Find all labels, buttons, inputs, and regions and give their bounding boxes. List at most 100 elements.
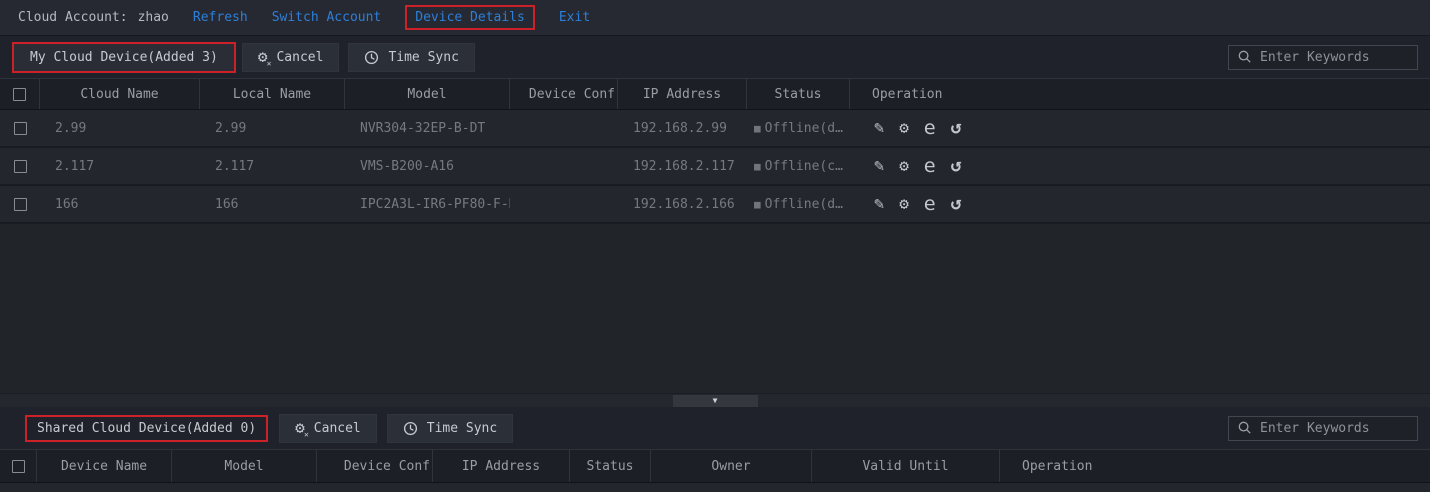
edit-icon[interactable]: ✎ bbox=[874, 156, 885, 176]
cell-status: ■ Offline(c… bbox=[747, 159, 850, 174]
cell-model: NVR304-32EP-B-DT bbox=[360, 120, 486, 136]
select-all-cell bbox=[0, 79, 40, 109]
cancel-gear-icon: ⚙ ✕ bbox=[295, 418, 309, 439]
cell-operation: ✎ ⚙ e ↺ bbox=[850, 195, 1430, 214]
col-model: Model bbox=[345, 79, 510, 109]
row-checkbox[interactable] bbox=[13, 121, 27, 135]
row-checkbox[interactable] bbox=[13, 197, 27, 211]
device-row[interactable]: 2.117 2.117 VMS-B200-A16 192.168.2.117 ■… bbox=[0, 148, 1430, 186]
shared-cancel-button[interactable]: ⚙ ✕ Cancel bbox=[279, 413, 377, 443]
web-browser-icon[interactable]: e bbox=[923, 156, 936, 176]
device-details-link[interactable]: Device Details bbox=[415, 10, 525, 25]
clock-icon bbox=[403, 421, 417, 435]
status-text: Offline(d… bbox=[764, 120, 843, 136]
row-checkbox[interactable] bbox=[13, 159, 27, 173]
row-checkbox-cell bbox=[0, 197, 40, 211]
status-text: Offline(d… bbox=[764, 196, 843, 212]
config-gear-icon[interactable]: ⚙ bbox=[899, 118, 909, 137]
cell-status: ■ Offline(d… bbox=[747, 121, 850, 136]
offline-status-icon: ■ bbox=[754, 197, 761, 211]
restore-icon[interactable]: ↺ bbox=[950, 118, 962, 138]
splitter-collapse-handle[interactable]: ▼ bbox=[672, 394, 758, 407]
cell-operation: ✎ ⚙ e ↺ bbox=[850, 119, 1430, 138]
top-bar: Cloud Account: zhao Refresh Switch Accou… bbox=[0, 0, 1430, 36]
switch-account-link[interactable]: Switch Account bbox=[271, 10, 382, 25]
select-all-checkbox[interactable] bbox=[13, 87, 26, 101]
cell-status: ■ Offline(d… bbox=[747, 197, 850, 212]
row-checkbox-cell bbox=[0, 121, 40, 135]
col-cloud-name: Cloud Name bbox=[40, 79, 200, 109]
cloud-account: Cloud Account: zhao bbox=[18, 10, 169, 25]
device-details-annotation: Device Details bbox=[405, 5, 535, 30]
col-device-name: Device Name bbox=[37, 450, 172, 482]
status-text: Offline(c… bbox=[764, 158, 843, 174]
shared-device-table-empty-area bbox=[0, 483, 1430, 492]
time-sync-button-label: Time Sync bbox=[388, 49, 459, 65]
select-all-checkbox[interactable] bbox=[11, 459, 25, 473]
my-device-toolbar: My Cloud Device(Added 3) ⚙ ✕ Cancel Time … bbox=[0, 36, 1430, 78]
col-model: Model bbox=[172, 450, 317, 482]
cell-local-name: 2.117 bbox=[215, 158, 255, 174]
shared-device-search-input[interactable] bbox=[1260, 420, 1408, 436]
shared-cloud-device-label: Shared Cloud Device(Added 0) bbox=[37, 420, 257, 436]
row-checkbox-cell bbox=[0, 159, 40, 173]
my-device-search-input[interactable] bbox=[1260, 49, 1408, 65]
refresh-link[interactable]: Refresh bbox=[192, 10, 248, 25]
cloud-account-label: Cloud Account: bbox=[18, 10, 128, 25]
cancel-button-label: Cancel bbox=[276, 49, 324, 65]
web-browser-icon[interactable]: e bbox=[923, 118, 936, 138]
config-gear-icon[interactable]: ⚙ bbox=[899, 156, 909, 175]
col-operation: Operation bbox=[1022, 458, 1093, 474]
col-valid-until: Valid Until bbox=[812, 450, 1000, 482]
my-cloud-device-label: My Cloud Device(Added 3) bbox=[30, 49, 218, 65]
shared-device-toolbar: Shared Cloud Device(Added 0) ⚙ ✕ Cancel T… bbox=[0, 407, 1430, 449]
shared-time-sync-button-label: Time Sync bbox=[426, 420, 498, 436]
col-local-name: Local Name bbox=[200, 79, 345, 109]
my-device-table-header: Cloud Name Local Name Model Device Conf … bbox=[0, 78, 1430, 110]
cell-ip-address: 192.168.2.117 bbox=[633, 158, 735, 174]
offline-status-icon: ■ bbox=[754, 159, 761, 173]
select-all-cell bbox=[0, 450, 37, 482]
web-browser-icon[interactable]: e bbox=[923, 194, 936, 214]
my-cloud-device-tab[interactable]: My Cloud Device(Added 3) bbox=[12, 41, 236, 73]
cell-model: VMS-B200-A16 bbox=[360, 158, 454, 174]
cell-ip-address: 192.168.2.166 bbox=[633, 196, 735, 212]
cancel-gear-icon: ⚙ ✕ bbox=[257, 47, 272, 68]
cancel-x-icon: ✕ bbox=[303, 430, 309, 439]
shared-device-search-box[interactable] bbox=[1228, 415, 1418, 441]
config-gear-icon[interactable]: ⚙ bbox=[899, 194, 909, 213]
my-device-search-box[interactable] bbox=[1228, 44, 1418, 70]
cancel-button[interactable]: ⚙ ✕ Cancel bbox=[241, 42, 340, 72]
edit-icon[interactable]: ✎ bbox=[874, 194, 885, 214]
col-owner: Owner bbox=[651, 450, 812, 482]
col-ip-address: IP Address bbox=[618, 79, 747, 109]
cell-cloud-name: 2.117 bbox=[55, 158, 95, 174]
device-row[interactable]: 166 166 IPC2A3L-IR6-PF80-F-DT 192.168.2.… bbox=[0, 186, 1430, 224]
col-ip-address: IP Address bbox=[433, 450, 570, 482]
my-device-table-empty-area bbox=[0, 224, 1430, 393]
col-status: Status bbox=[747, 79, 850, 109]
section-splitter: ▼ bbox=[0, 393, 1430, 407]
clock-icon bbox=[365, 50, 379, 64]
shared-cancel-button-label: Cancel bbox=[313, 420, 361, 436]
exit-link[interactable]: Exit bbox=[558, 10, 591, 25]
col-device-conf: Device Conf bbox=[510, 79, 618, 109]
cell-cloud-name: 166 bbox=[55, 196, 79, 212]
edit-icon[interactable]: ✎ bbox=[874, 118, 885, 138]
device-row[interactable]: 2.99 2.99 NVR304-32EP-B-DT 192.168.2.99 … bbox=[0, 110, 1430, 148]
cell-ip-address: 192.168.2.99 bbox=[633, 120, 727, 136]
cloud-account-value: zhao bbox=[137, 10, 169, 25]
cell-local-name: 2.99 bbox=[215, 120, 247, 136]
search-icon bbox=[1238, 421, 1251, 434]
restore-icon[interactable]: ↺ bbox=[950, 156, 962, 176]
time-sync-button[interactable]: Time Sync bbox=[348, 42, 475, 72]
cell-model: IPC2A3L-IR6-PF80-F-DT bbox=[360, 196, 510, 212]
shared-time-sync-button[interactable]: Time Sync bbox=[386, 413, 514, 443]
cancel-x-icon: ✕ bbox=[266, 59, 272, 68]
search-icon bbox=[1238, 50, 1251, 63]
col-status: Status bbox=[570, 450, 651, 482]
col-device-conf: Device Conf bbox=[317, 450, 433, 482]
shared-device-table-header: Device Name Model Device Conf IP Address… bbox=[0, 449, 1430, 483]
restore-icon[interactable]: ↺ bbox=[950, 194, 962, 214]
